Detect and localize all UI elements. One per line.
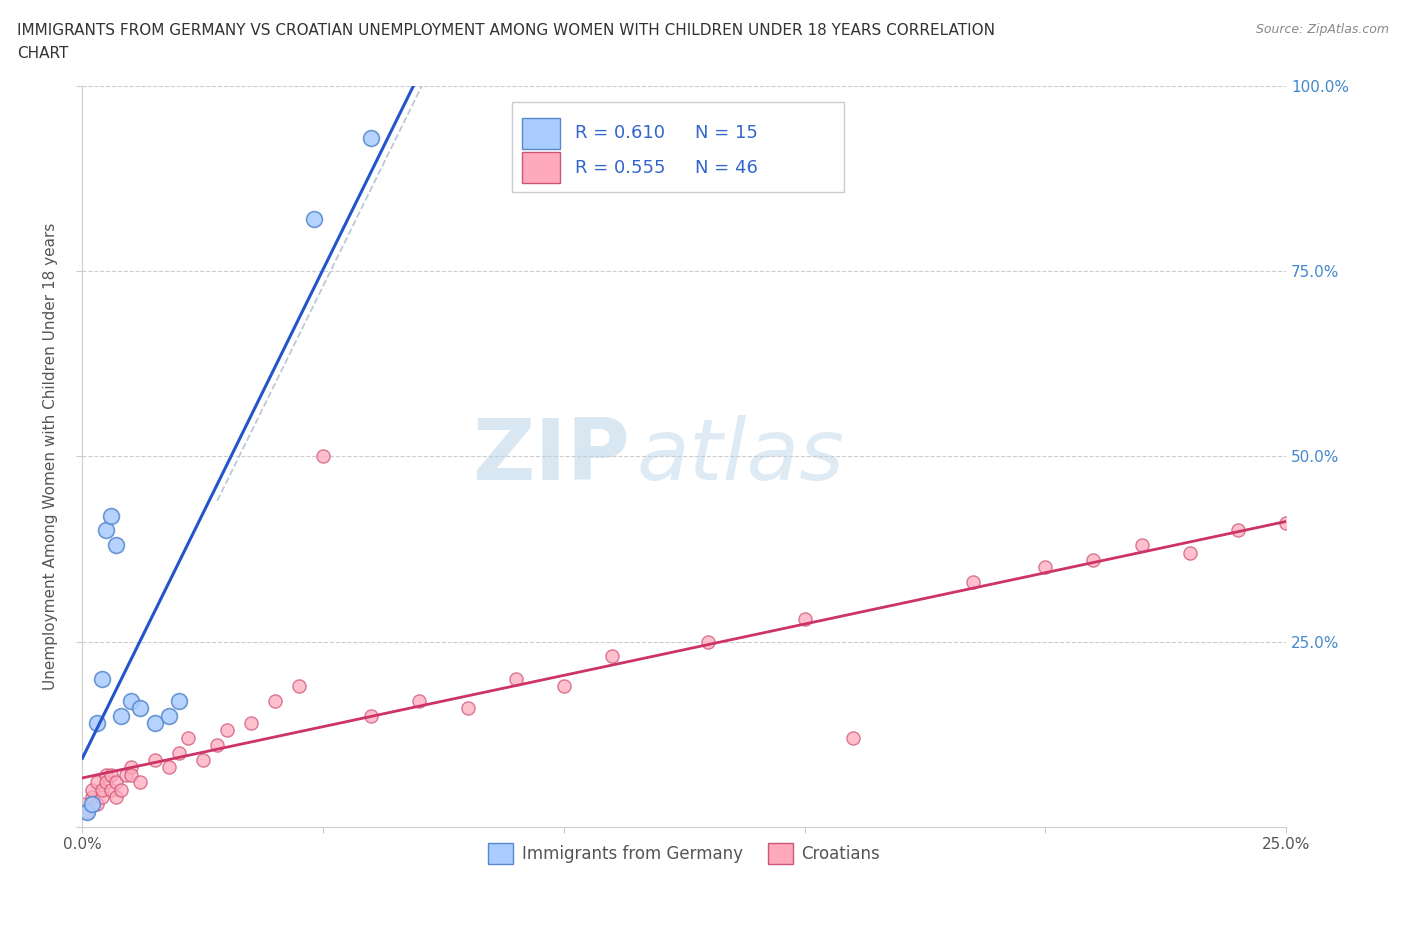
- Point: [72, 797, 94, 812]
- Point: [129, 775, 152, 790]
- FancyBboxPatch shape: [512, 102, 844, 192]
- Point: [215, 723, 238, 737]
- Point: [288, 679, 311, 694]
- Point: [1275, 515, 1298, 530]
- Point: [105, 790, 128, 804]
- Point: [80, 790, 103, 804]
- Point: [157, 708, 180, 723]
- Point: [86, 715, 108, 730]
- Point: [1178, 545, 1201, 560]
- Point: [143, 752, 166, 767]
- Point: [96, 767, 118, 782]
- Point: [76, 804, 98, 819]
- Text: R = 0.555: R = 0.555: [575, 159, 665, 177]
- Point: [90, 671, 112, 686]
- FancyBboxPatch shape: [522, 152, 560, 183]
- Point: [157, 760, 180, 775]
- Point: [167, 694, 190, 709]
- Legend: Immigrants from Germany, Croatians: Immigrants from Germany, Croatians: [482, 837, 887, 870]
- Point: [205, 737, 228, 752]
- Point: [167, 745, 190, 760]
- Point: [553, 679, 575, 694]
- Point: [1226, 523, 1249, 538]
- Y-axis label: Unemployment Among Women with Children Under 18 years: Unemployment Among Women with Children U…: [44, 222, 58, 690]
- Point: [360, 708, 382, 723]
- Point: [120, 694, 142, 709]
- Point: [1083, 552, 1105, 567]
- Point: [1130, 538, 1153, 552]
- Point: [408, 694, 430, 709]
- Point: [86, 775, 108, 790]
- Point: [120, 760, 142, 775]
- Point: [697, 634, 720, 649]
- Point: [120, 767, 142, 782]
- Text: atlas: atlas: [636, 415, 844, 498]
- Point: [191, 752, 214, 767]
- Point: [100, 508, 122, 523]
- Text: N = 46: N = 46: [695, 159, 758, 177]
- Text: CHART: CHART: [17, 46, 69, 61]
- Point: [264, 694, 287, 709]
- Point: [110, 782, 132, 797]
- Point: [105, 538, 128, 552]
- Point: [793, 612, 815, 627]
- Point: [177, 730, 200, 745]
- Point: [239, 715, 262, 730]
- Text: Source: ZipAtlas.com: Source: ZipAtlas.com: [1256, 23, 1389, 36]
- Text: R = 0.610: R = 0.610: [575, 125, 665, 142]
- Point: [100, 782, 122, 797]
- Point: [600, 649, 623, 664]
- FancyBboxPatch shape: [522, 118, 560, 149]
- Point: [80, 797, 103, 812]
- Point: [105, 775, 128, 790]
- Text: IMMIGRANTS FROM GERMANY VS CROATIAN UNEMPLOYMENT AMONG WOMEN WITH CHILDREN UNDER: IMMIGRANTS FROM GERMANY VS CROATIAN UNEM…: [17, 23, 995, 38]
- Text: ZIP: ZIP: [472, 415, 630, 498]
- Point: [76, 804, 98, 819]
- Point: [841, 730, 863, 745]
- Point: [143, 715, 166, 730]
- Point: [302, 212, 325, 227]
- Point: [96, 775, 118, 790]
- Point: [505, 671, 527, 686]
- Point: [360, 130, 382, 145]
- Point: [80, 782, 103, 797]
- Point: [90, 782, 112, 797]
- Point: [114, 767, 136, 782]
- Point: [312, 449, 335, 464]
- Point: [129, 701, 152, 716]
- Point: [86, 797, 108, 812]
- Point: [110, 708, 132, 723]
- Text: N = 15: N = 15: [695, 125, 758, 142]
- Point: [962, 575, 984, 590]
- Point: [457, 701, 479, 716]
- Point: [100, 767, 122, 782]
- Point: [90, 790, 112, 804]
- Point: [1033, 560, 1056, 575]
- Point: [96, 523, 118, 538]
